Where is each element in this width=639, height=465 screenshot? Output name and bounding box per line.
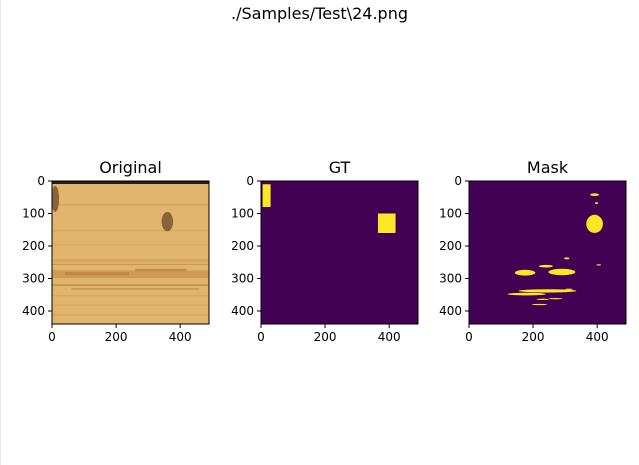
- grain-streak: [52, 284, 209, 286]
- grain-streak: [52, 304, 209, 306]
- mask-blob: [565, 288, 573, 290]
- wood-photo: [52, 181, 209, 324]
- axes-frame: [468, 180, 627, 325]
- y-tick-label: 0: [246, 174, 254, 188]
- y-tick-label: 300: [439, 272, 462, 286]
- y-tick-label: 200: [439, 239, 462, 253]
- defect-region: [262, 184, 271, 207]
- x-tick-label: 200: [105, 330, 128, 344]
- wood-knot: [161, 211, 174, 232]
- x-tick-label: 400: [169, 330, 192, 344]
- panel-title: Mask: [527, 158, 569, 177]
- mask-heatmap: [469, 181, 626, 324]
- y-tick-label: 0: [454, 174, 462, 188]
- mask-blob: [548, 298, 563, 300]
- mask-blob: [586, 214, 603, 233]
- mask-blob: [564, 257, 570, 260]
- y-tick-label: 100: [231, 207, 254, 221]
- grain-streak: [52, 263, 209, 265]
- x-tick-label: 0: [48, 330, 56, 344]
- figure-title: ./Samples/Test\24.png: [231, 4, 408, 23]
- y-tick-label: 400: [22, 304, 45, 318]
- axes-frame: [260, 180, 419, 325]
- y-tick-label: 100: [22, 207, 45, 221]
- wood-knot: [52, 185, 60, 212]
- grain-streak: [52, 259, 209, 263]
- background-class-0: [261, 181, 418, 324]
- y-tick-label: 400: [231, 304, 254, 318]
- mask-blob: [596, 264, 602, 266]
- x-tick-label: 200: [522, 330, 545, 344]
- panel-title: Original: [99, 158, 162, 177]
- mask-blob: [507, 292, 546, 296]
- y-tick-label: 100: [439, 207, 462, 221]
- grain-streak: [52, 203, 209, 206]
- axes-frame: [51, 180, 210, 325]
- defect-region: [377, 213, 396, 233]
- grain-streak: [64, 272, 129, 276]
- mask-blob: [531, 303, 548, 306]
- grain-streak: [135, 268, 187, 272]
- left-edge-line: [0, 0, 1, 465]
- mask-blob: [590, 193, 600, 196]
- wood-base: [52, 181, 209, 324]
- y-tick-label: 200: [22, 239, 45, 253]
- grain-streak: [52, 294, 209, 297]
- mask-blob: [518, 289, 577, 293]
- y-tick-label: 0: [37, 174, 45, 188]
- x-tick-label: 400: [586, 330, 609, 344]
- x-tick-label: 0: [257, 330, 265, 344]
- x-tick-label: 400: [378, 330, 401, 344]
- panel-title: GT: [329, 158, 351, 177]
- y-tick-label: 400: [439, 304, 462, 318]
- grain-streak: [52, 244, 209, 246]
- mask-blob: [538, 264, 553, 268]
- mask-blob: [514, 269, 536, 276]
- mask-blob: [594, 202, 599, 205]
- y-tick-label: 300: [22, 272, 45, 286]
- grain-streak: [52, 229, 209, 232]
- wood-top-edge: [52, 181, 209, 184]
- y-tick-label: 200: [231, 239, 254, 253]
- grain-streak: [71, 288, 200, 290]
- y-tick-label: 300: [231, 272, 254, 286]
- background-class-0: [469, 181, 626, 324]
- grain-streak: [52, 270, 209, 279]
- grain-streak: [52, 314, 209, 316]
- x-tick-label: 0: [465, 330, 473, 344]
- x-tick-label: 200: [314, 330, 337, 344]
- mask-blob: [536, 298, 550, 300]
- mask-blob: [548, 268, 576, 276]
- gt-heatmap: [261, 181, 418, 324]
